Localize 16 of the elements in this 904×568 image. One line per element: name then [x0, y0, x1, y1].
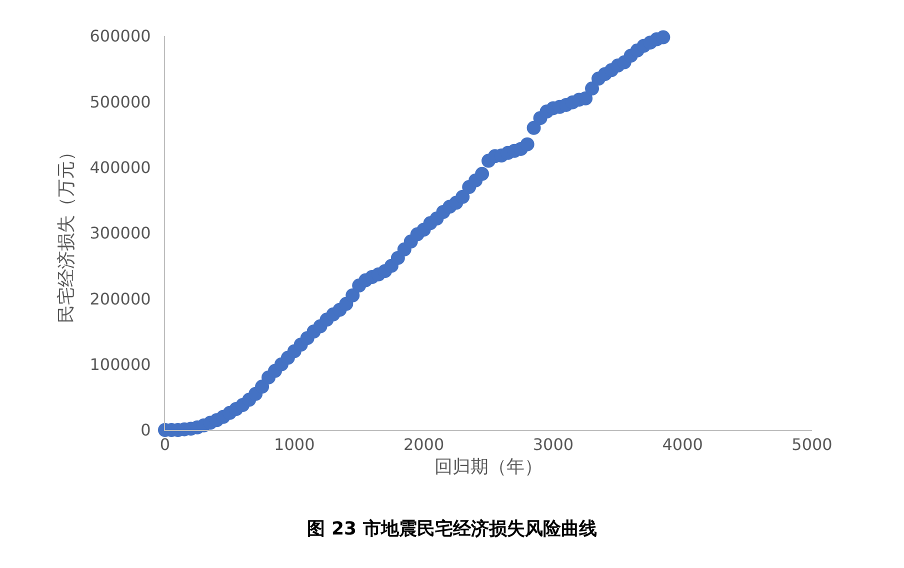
y-tick-label: 600000 [90, 26, 151, 46]
y-tick-label: 400000 [90, 158, 151, 177]
x-tick-label: 1000 [274, 435, 315, 454]
x-tick-label: 5000 [792, 435, 832, 454]
x-tick-label: 3000 [532, 435, 574, 454]
x-tick-label: 0 [160, 435, 170, 454]
y-tick-label: 100000 [90, 354, 151, 374]
y-tick-label: 200000 [90, 289, 151, 308]
y-axis-title: 民宅经济损失（万元） [56, 143, 77, 323]
x-axis-title: 回归期（年） [434, 456, 542, 478]
y-tick-label: 300000 [90, 224, 151, 243]
x-tick-label: 4000 [662, 435, 703, 454]
x-tick-label: 2000 [403, 435, 444, 454]
y-tick-label: 500000 [90, 92, 151, 112]
y-tick-label: 0 [140, 420, 151, 440]
text: 图 23 市地震民宅经济损失风险曲线 [307, 518, 597, 540]
